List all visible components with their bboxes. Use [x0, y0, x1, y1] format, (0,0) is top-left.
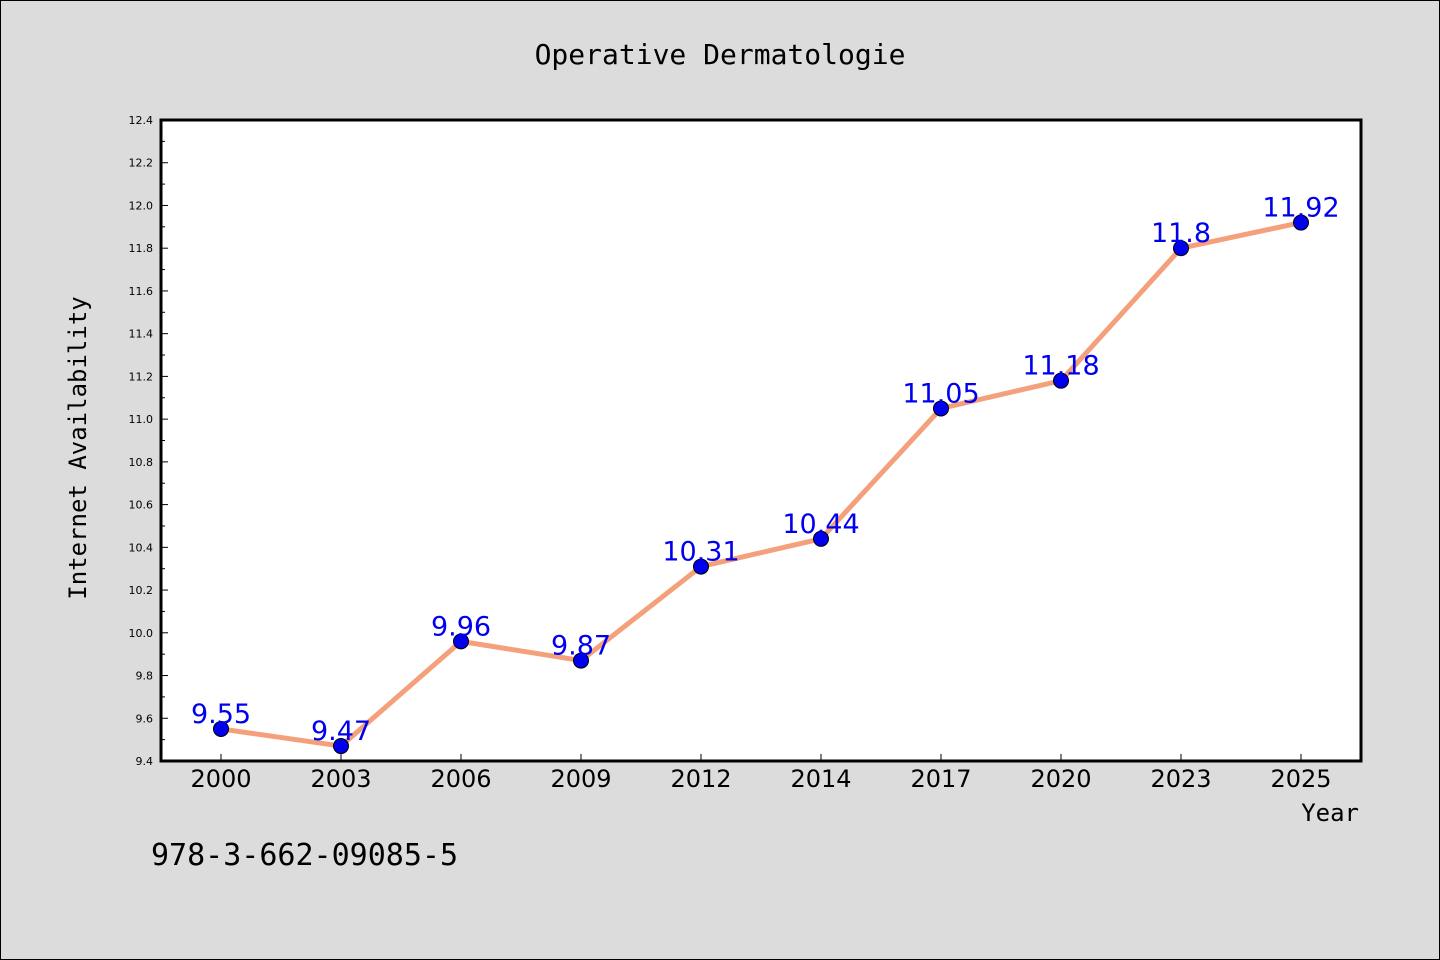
x-tick-label: 2025	[1270, 765, 1331, 793]
y-tick-label: 11.6	[129, 285, 154, 298]
y-tick-label: 10.2	[129, 584, 154, 597]
data-label: 11.8	[1151, 218, 1211, 249]
y-tick-label: 12.0	[129, 199, 154, 212]
data-point	[813, 530, 829, 547]
data-point	[1293, 214, 1309, 231]
data-label: 10.44	[782, 509, 859, 540]
data-point	[1173, 240, 1189, 257]
data-label: 11.92	[1262, 193, 1339, 224]
y-tick-label: 11.8	[129, 242, 154, 255]
data-labels: 9.55 9.47 9.96 9.87 10.31 10.44 11.05 11.18 11.8…	[191, 193, 1340, 747]
data-point	[573, 652, 589, 669]
data-label: 11.05	[902, 378, 979, 409]
x-axis-ticks: 2000 2003 2006 2009 2012 2014 2017 2020 2023 2025	[190, 754, 1332, 793]
data-label: 9.47	[311, 716, 371, 747]
x-tick-label: 2014	[790, 765, 851, 793]
y-tick-label: 9.6	[136, 712, 154, 725]
x-tick-label: 2006	[430, 765, 491, 793]
data-point	[213, 720, 229, 737]
chart-title: Operative Dermatologie	[535, 38, 906, 71]
y-tick-label: 11.0	[129, 413, 154, 426]
y-tick-label: 10.4	[129, 541, 154, 554]
data-point	[693, 558, 709, 575]
x-axis-label: Year	[1301, 799, 1359, 827]
x-tick-label: 2023	[1150, 765, 1211, 793]
series-markers	[213, 214, 1309, 755]
data-point	[453, 633, 469, 650]
x-tick-label: 2020	[1030, 765, 1091, 793]
y-tick-label: 11.4	[129, 328, 154, 341]
y-tick-label: 10.0	[129, 627, 154, 640]
data-point	[933, 400, 949, 417]
x-tick-label: 2012	[670, 765, 731, 793]
y-tick-label: 12.2	[129, 157, 154, 170]
x-tick-label: 2009	[550, 765, 611, 793]
x-tick-label: 2003	[310, 765, 371, 793]
series-line	[218, 220, 1304, 749]
y-axis-label: Internet Availability	[64, 296, 92, 599]
plot-frame	[159, 118, 1363, 763]
data-point	[333, 738, 349, 755]
plot-area	[161, 120, 1361, 761]
y-tick-label: 9.8	[136, 670, 154, 683]
x-tick-label: 2000	[190, 765, 251, 793]
data-point	[1053, 372, 1069, 389]
y-tick-label: 11.2	[129, 370, 154, 383]
data-label: 11.18	[1022, 351, 1099, 382]
y-axis-ticks: 9.4 9.6 9.8 10.0 10.2 10.4 10.6 10.8 11.0 11.2 11.…	[129, 114, 168, 768]
y-tick-label: 9.4	[136, 755, 154, 768]
x-tick-label: 2017	[910, 765, 971, 793]
data-label: 9.96	[431, 611, 491, 642]
isbn-annotation: 978-3-662-09085-5	[151, 838, 458, 873]
data-label: 10.31	[662, 537, 739, 568]
data-label: 9.87	[551, 631, 611, 662]
y-tick-label: 10.6	[129, 499, 154, 512]
y-tick-label: 12.4	[129, 114, 154, 127]
data-label: 9.55	[191, 699, 251, 730]
y-tick-label: 10.8	[129, 456, 154, 469]
